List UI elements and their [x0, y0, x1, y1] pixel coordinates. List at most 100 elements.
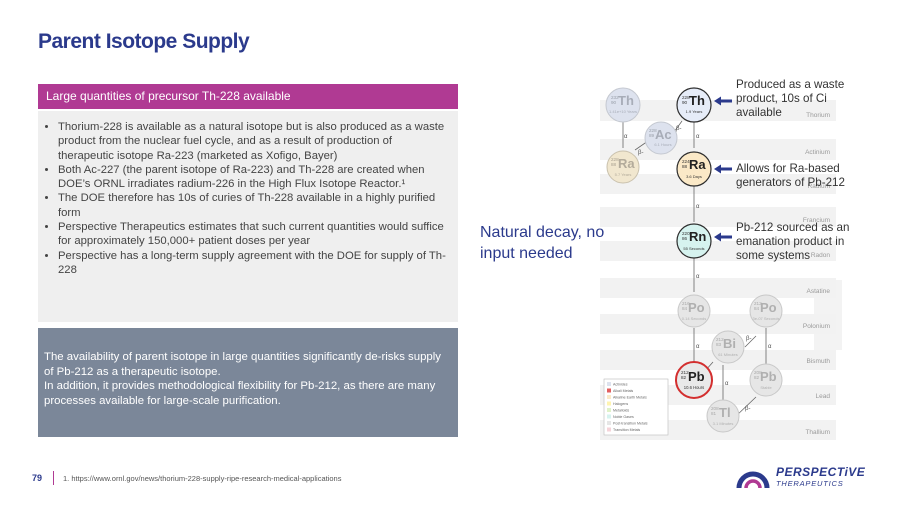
- page-number: 79: [32, 473, 43, 483]
- nuclide-tl208: 208 81 Tl 3.1 Minutes: [706, 399, 740, 433]
- page-title: Parent Isotope Supply: [38, 30, 250, 53]
- bullet-item: Both Ac-227 (the parent isotope of Ra-22…: [58, 163, 450, 192]
- nuclide-pb212: 212 82 Pb 10.6 Hours: [675, 361, 713, 399]
- svg-text:Halogens: Halogens: [613, 402, 628, 406]
- svg-text:Tl: Tl: [719, 405, 731, 420]
- svg-text:Alkaline Earth Metals: Alkaline Earth Metals: [613, 396, 647, 400]
- bullet-item: Thorium-228 is available as a natural is…: [58, 120, 450, 163]
- row-label: Radium: [808, 183, 830, 190]
- svg-text:228: 228: [611, 157, 619, 162]
- svg-text:Th: Th: [689, 93, 705, 108]
- nuclide-ac228: 228 89 Ac 6.1 Hours: [644, 121, 678, 155]
- svg-text:208: 208: [711, 406, 719, 411]
- svg-text:208: 208: [754, 370, 762, 375]
- svg-text:212: 212: [754, 301, 762, 306]
- alpha-label: α: [696, 274, 700, 280]
- svg-text:Bi: Bi: [723, 336, 736, 351]
- note-rn220: Pb-212 sourced as an emanation product i…: [736, 221, 850, 262]
- beta-label: β-: [676, 126, 681, 132]
- svg-text:Transition Metals: Transition Metals: [613, 428, 640, 432]
- row-label: Thorium: [806, 112, 830, 119]
- svg-text:90: 90: [682, 100, 688, 105]
- svg-text:82: 82: [681, 375, 687, 380]
- svg-text:228: 228: [649, 128, 657, 133]
- alpha-label: α: [696, 204, 700, 210]
- arrow-left-icon: [714, 164, 732, 174]
- nuclide-ra224: 224 88 Ra 3.6 Days: [676, 151, 712, 187]
- svg-text:Pb: Pb: [688, 369, 705, 384]
- svg-text:224: 224: [682, 159, 690, 164]
- svg-text:Actinides: Actinides: [613, 383, 628, 387]
- svg-text:81: 81: [711, 411, 717, 416]
- bullet-item: Perspective has a long-term supply agree…: [58, 249, 450, 278]
- svg-text:Th: Th: [618, 93, 634, 108]
- footer-divider: [53, 471, 54, 485]
- alpha-label: α: [696, 344, 700, 350]
- svg-text:1.9 Years: 1.9 Years: [686, 109, 703, 114]
- svg-text:90: 90: [611, 100, 617, 105]
- beta-label: β-: [638, 150, 643, 156]
- svg-text:84: 84: [682, 306, 688, 311]
- nuclide-po216: 216 84 Po 0.14 Seconds: [677, 294, 711, 328]
- nuclide-th232: 232 90 Th 1.41e+10 Years: [605, 87, 641, 123]
- svg-text:Post-transition Metals: Post-transition Metals: [613, 422, 648, 426]
- arrow-left-icon: [714, 232, 732, 242]
- note-ra224: Allows for Ra-based generators of Pb-212: [736, 162, 845, 189]
- svg-text:Rn: Rn: [689, 229, 706, 244]
- svg-text:Alkali Metals: Alkali Metals: [613, 389, 633, 393]
- alpha-label: α: [696, 134, 700, 140]
- nuclide-bi212: 212 83 Bi 61 Minutes: [711, 330, 745, 364]
- svg-text:220: 220: [682, 231, 690, 236]
- pointer-arrows: [714, 96, 732, 242]
- logo-mark-icon: [736, 471, 770, 489]
- svg-text:Ra: Ra: [618, 156, 635, 171]
- svg-text:Noble Gases: Noble Gases: [613, 415, 634, 419]
- bullet-item: Perspective Therapeutics estimates that …: [58, 220, 450, 249]
- row-label: Francium: [803, 217, 830, 224]
- alpha-label: α: [768, 344, 772, 350]
- svg-text:88: 88: [682, 164, 688, 169]
- svg-text:89: 89: [649, 133, 655, 138]
- company-logo: PERSPECTiVE THERAPEUTICS: [736, 462, 876, 492]
- svg-text:82: 82: [754, 375, 760, 380]
- nuclide-ra228: 228 88 Ra 5.7 Years: [606, 150, 640, 184]
- row-label: Radon: [811, 252, 831, 259]
- row-label: Actinium: [805, 149, 830, 156]
- svg-text:6.1 Hours: 6.1 Hours: [654, 142, 671, 147]
- alpha-label: α: [624, 134, 628, 140]
- nuclide-po212: 212 84 Po 3e-07 Seconds: [749, 294, 783, 328]
- svg-text:84: 84: [754, 306, 760, 311]
- svg-text:Po: Po: [760, 300, 777, 315]
- bullet-item: The DOE therefore has 10s of curies of T…: [58, 191, 450, 220]
- svg-text:212: 212: [681, 370, 689, 375]
- legend: Actinides Alkali Metals Alkaline Earth M…: [603, 378, 669, 436]
- beta-label: β-: [746, 336, 751, 342]
- svg-text:Stable: Stable: [760, 385, 772, 390]
- svg-text:3e-07 Seconds: 3e-07 Seconds: [753, 316, 780, 321]
- svg-text:Metalloids: Metalloids: [613, 409, 629, 413]
- row-label: Astatine: [807, 288, 831, 295]
- svg-text:1.41e+10 Years: 1.41e+10 Years: [609, 109, 637, 114]
- row-label: Lead: [816, 393, 831, 400]
- svg-text:55 Seconds: 55 Seconds: [683, 246, 704, 251]
- svg-text:232: 232: [611, 95, 619, 100]
- summary-panel: The availability of parent isotope in la…: [38, 328, 458, 437]
- natural-decay-label: Natural decay, no input needed: [480, 224, 605, 262]
- nuclide-th228: 228 90 Th 1.9 Years: [676, 87, 712, 123]
- logo-text: PERSPECTiVE: [776, 465, 866, 479]
- svg-text:Ac: Ac: [655, 127, 672, 142]
- row-label: Bismuth: [807, 358, 831, 365]
- svg-text:88: 88: [611, 162, 617, 167]
- row-label: Polonium: [803, 323, 830, 330]
- row-label: Thallium: [805, 429, 830, 436]
- bullet-list: Thorium-228 is available as a natural is…: [44, 120, 450, 277]
- footnote-link[interactable]: 1. https://www.ornl.gov/news/thorium-228…: [63, 474, 342, 483]
- svg-text:83: 83: [716, 342, 722, 347]
- svg-text:Pb: Pb: [760, 369, 777, 384]
- svg-text:86: 86: [682, 236, 688, 241]
- svg-text:3.1 Minutes: 3.1 Minutes: [713, 421, 734, 426]
- svg-text:228: 228: [682, 95, 690, 100]
- section-header: Large quantities of precursor Th-228 ava…: [38, 84, 458, 109]
- svg-text:0.14 Seconds: 0.14 Seconds: [682, 316, 706, 321]
